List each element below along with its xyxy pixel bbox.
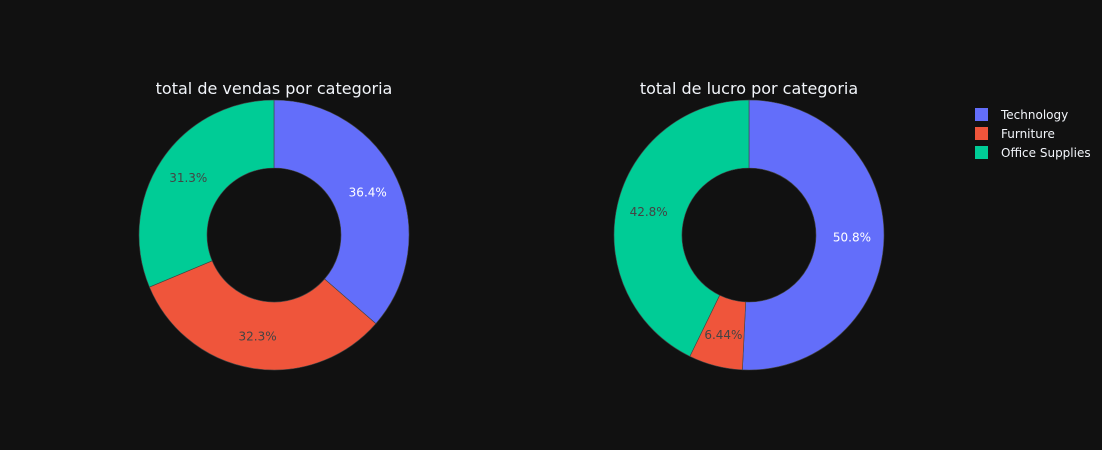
profit-chart-title: total de lucro por categoria xyxy=(640,79,858,98)
slice-technology[interactable] xyxy=(273,99,410,325)
slice-office-supplies[interactable] xyxy=(138,99,275,288)
slice-technology[interactable] xyxy=(742,99,885,371)
legend-swatch-furniture xyxy=(975,127,988,140)
profit-donut-chart: total de lucro por categoria 50.8% 6.44% 4… xyxy=(613,79,885,371)
legend: Technology Furniture Office Supplies xyxy=(975,108,1091,160)
slice-label-office-supplies: 42.8% xyxy=(630,205,668,219)
legend-swatch-office-supplies xyxy=(975,146,988,159)
slice-label-technology: 36.4% xyxy=(349,185,387,199)
sales-donut-chart: total de vendas por categoria 36.4% 32.3%… xyxy=(138,79,410,371)
legend-swatch-technology xyxy=(975,108,988,121)
legend-item-office-supplies[interactable]: Office Supplies xyxy=(975,146,1091,160)
legend-label-technology: Technology xyxy=(1000,108,1068,122)
sales-chart-title: total de vendas por categoria xyxy=(156,79,393,98)
slice-label-furniture: 32.3% xyxy=(239,330,277,344)
legend-label-furniture: Furniture xyxy=(1001,127,1055,141)
legend-item-furniture[interactable]: Furniture xyxy=(975,127,1055,141)
slice-label-technology: 50.8% xyxy=(833,231,871,245)
legend-label-office-supplies: Office Supplies xyxy=(1001,146,1091,160)
slice-office-supplies[interactable] xyxy=(613,99,750,357)
slice-label-furniture: 6.44% xyxy=(704,328,742,342)
slice-label-office-supplies: 31.3% xyxy=(169,171,207,185)
slice-furniture[interactable] xyxy=(149,260,377,371)
legend-item-technology[interactable]: Technology xyxy=(975,108,1068,122)
